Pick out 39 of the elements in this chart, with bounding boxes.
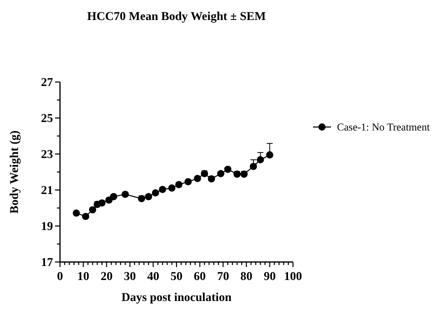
legend-label: Case-1: No Treatment — [337, 122, 430, 134]
x-tick-label: 10 — [77, 269, 90, 283]
y-tick-label: 17 — [41, 255, 53, 270]
point — [208, 175, 216, 182]
x-tick-label: 70 — [217, 269, 230, 283]
point — [82, 212, 90, 220]
point — [194, 174, 202, 182]
x-tick-label: 100 — [284, 269, 302, 283]
x-axis-title: Days post inoculation — [121, 290, 232, 304]
point — [184, 178, 192, 186]
point — [175, 181, 182, 188]
y-tick-label: 23 — [41, 147, 53, 162]
point — [217, 170, 224, 178]
y-tick-label: 27 — [41, 75, 53, 90]
point — [168, 184, 176, 192]
y-axis-title: Body Weight (g) — [7, 130, 21, 214]
point — [250, 162, 257, 170]
x-tick-label: 50 — [170, 269, 182, 283]
point — [200, 170, 208, 178]
point — [266, 151, 274, 158]
y-tick-label: 19 — [41, 219, 53, 234]
chart-title: HCC70 Mean Body Weight ± SEM — [87, 9, 266, 23]
x-tick-label: 20 — [100, 269, 113, 283]
point — [152, 189, 160, 196]
point — [256, 156, 264, 164]
point — [110, 193, 118, 200]
x-tick-label: 90 — [264, 269, 276, 283]
point — [72, 209, 80, 217]
point — [158, 186, 166, 194]
y-tick-label: 25 — [41, 111, 53, 126]
y-tick-label: 21 — [41, 183, 53, 198]
x-tick-label: 80 — [240, 269, 252, 283]
x-tick-label: 60 — [194, 269, 206, 283]
point — [122, 190, 129, 198]
point — [224, 166, 232, 173]
x-tick-label: 40 — [147, 269, 160, 283]
point — [89, 206, 96, 214]
x-tick-label: 30 — [124, 269, 136, 283]
x-tick-label: 0 — [57, 269, 63, 283]
